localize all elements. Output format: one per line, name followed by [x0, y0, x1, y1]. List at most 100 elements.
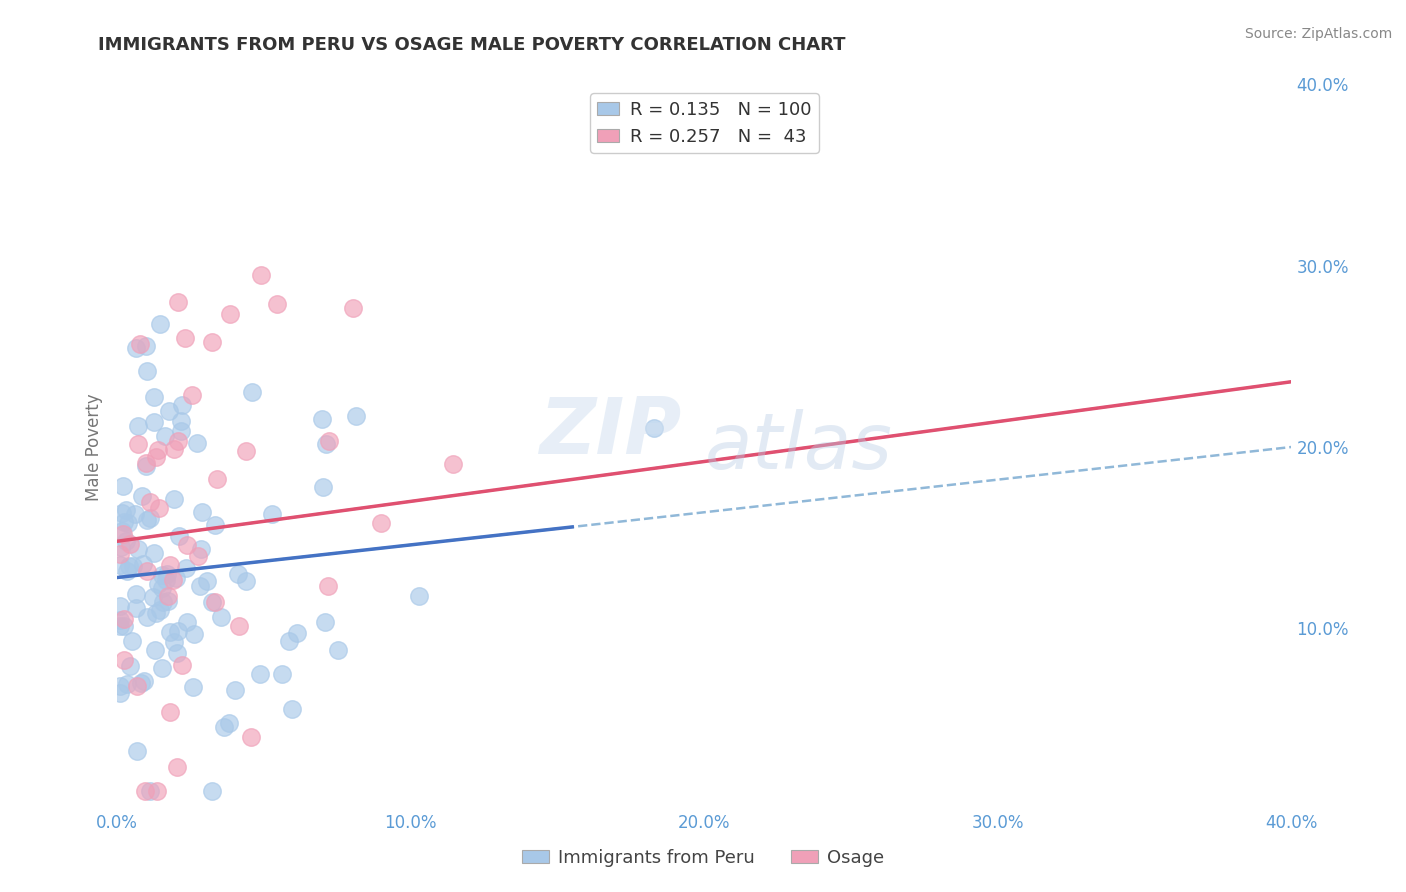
- Point: [224, 682, 246, 697]
- Point: [127, 436, 149, 450]
- Point: [134, 784, 156, 798]
- Point: [314, 615, 336, 629]
- Point: [163, 635, 186, 649]
- Point: [112, 612, 135, 626]
- Point: [114, 503, 136, 517]
- Point: [145, 606, 167, 620]
- Point: [172, 398, 194, 412]
- Point: [266, 297, 288, 311]
- Legend: Immigrants from Peru, Osage: Immigrants from Peru, Osage: [515, 842, 891, 874]
- Point: [155, 566, 177, 581]
- Point: [108, 547, 131, 561]
- Point: [218, 716, 240, 731]
- Point: [201, 784, 224, 798]
- Point: [111, 507, 134, 521]
- Point: [200, 335, 222, 350]
- Point: [121, 633, 143, 648]
- Point: [187, 549, 209, 564]
- Point: [170, 414, 193, 428]
- Point: [115, 533, 138, 548]
- Point: [150, 661, 173, 675]
- Point: [131, 489, 153, 503]
- Point: [191, 505, 214, 519]
- Point: [146, 576, 169, 591]
- Point: [166, 646, 188, 660]
- Point: [135, 457, 157, 471]
- Point: [108, 619, 131, 633]
- Point: [342, 301, 364, 315]
- Point: [228, 566, 250, 581]
- Point: [219, 307, 242, 321]
- Text: ZIP: ZIP: [538, 394, 681, 470]
- Point: [201, 595, 224, 609]
- Point: [110, 679, 132, 693]
- Point: [212, 720, 235, 734]
- Y-axis label: Male Poverty: Male Poverty: [86, 393, 103, 500]
- Point: [132, 673, 155, 688]
- Text: IMMIGRANTS FROM PERU VS OSAGE MALE POVERTY CORRELATION CHART: IMMIGRANTS FROM PERU VS OSAGE MALE POVER…: [98, 36, 846, 54]
- Point: [328, 643, 350, 657]
- Point: [235, 444, 257, 458]
- Point: [124, 341, 146, 355]
- Point: [280, 702, 302, 716]
- Point: [159, 558, 181, 573]
- Point: [204, 595, 226, 609]
- Point: [163, 491, 186, 506]
- Text: Source: ZipAtlas.com: Source: ZipAtlas.com: [1244, 27, 1392, 41]
- Point: [112, 516, 135, 530]
- Point: [127, 419, 149, 434]
- Point: [112, 526, 135, 541]
- Point: [209, 610, 232, 624]
- Legend: R = 0.135   N = 100, R = 0.257   N =  43: R = 0.135 N = 100, R = 0.257 N = 43: [591, 94, 818, 153]
- Point: [122, 558, 145, 573]
- Point: [143, 546, 166, 560]
- Point: [112, 619, 135, 633]
- Point: [190, 541, 212, 556]
- Point: [139, 494, 162, 508]
- Point: [370, 516, 392, 530]
- Point: [125, 744, 148, 758]
- Point: [129, 675, 152, 690]
- Point: [118, 537, 141, 551]
- Point: [127, 542, 149, 557]
- Point: [204, 518, 226, 533]
- Point: [235, 574, 257, 588]
- Point: [239, 731, 262, 745]
- Point: [124, 586, 146, 600]
- Point: [318, 434, 340, 449]
- Point: [135, 338, 157, 352]
- Point: [132, 558, 155, 572]
- Point: [181, 388, 204, 402]
- Point: [129, 337, 152, 351]
- Point: [159, 705, 181, 719]
- Point: [228, 618, 250, 632]
- Point: [143, 390, 166, 404]
- Point: [117, 516, 139, 530]
- Point: [146, 784, 169, 798]
- Point: [150, 581, 173, 595]
- Point: [136, 609, 159, 624]
- Point: [118, 658, 141, 673]
- Point: [249, 666, 271, 681]
- Point: [271, 666, 294, 681]
- Point: [155, 429, 177, 443]
- Point: [127, 680, 149, 694]
- Point: [176, 561, 198, 575]
- Point: [136, 513, 159, 527]
- Point: [242, 384, 264, 399]
- Point: [149, 603, 172, 617]
- Point: [118, 559, 141, 574]
- Point: [124, 507, 146, 521]
- Point: [112, 653, 135, 667]
- Point: [108, 558, 131, 572]
- Point: [174, 330, 197, 344]
- Text: atlas: atlas: [704, 409, 893, 485]
- Point: [136, 564, 159, 578]
- Point: [166, 760, 188, 774]
- Point: [167, 529, 190, 543]
- Point: [186, 435, 208, 450]
- Point: [249, 268, 271, 283]
- Point: [139, 510, 162, 524]
- Point: [139, 784, 162, 798]
- Point: [181, 680, 204, 694]
